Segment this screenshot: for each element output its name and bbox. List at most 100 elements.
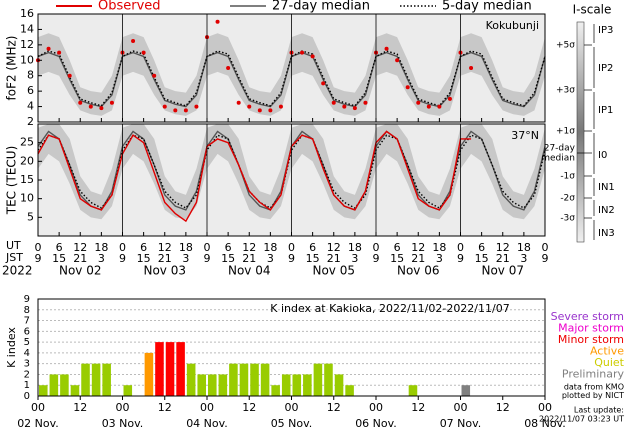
k-bar xyxy=(260,363,270,396)
x-tick-label: 12 xyxy=(496,401,510,414)
iscale-title: I-scale xyxy=(573,3,612,17)
observed-dot xyxy=(426,104,431,109)
iscale-class: IN1 xyxy=(598,182,615,193)
k-bar xyxy=(239,363,249,396)
ut-tick-label: 0 xyxy=(457,241,464,254)
ut-tick-label: 0 xyxy=(373,241,380,254)
observed-dot xyxy=(57,50,62,55)
observed-dot xyxy=(469,66,474,70)
ut-tick-label: 6 xyxy=(478,241,485,254)
year-label: 2022 xyxy=(2,264,33,278)
ut-tick-label: 6 xyxy=(394,241,401,254)
observed-dot xyxy=(99,106,104,111)
date-label: Nov 02 xyxy=(59,264,102,278)
date-label: 08 Nov. xyxy=(524,417,566,430)
observed-dot xyxy=(278,104,283,109)
k-bar xyxy=(123,385,133,396)
ut-tick-label: 18 xyxy=(432,241,446,254)
ut-tick-label: 0 xyxy=(35,241,42,254)
jst-tick-label: 15 xyxy=(390,252,404,265)
ut-tick-label: 0 xyxy=(119,241,126,254)
observed-dot xyxy=(215,19,220,24)
y-tick-label: 25 xyxy=(20,136,34,149)
observed-dot xyxy=(141,50,146,55)
k-bar xyxy=(208,374,217,396)
y-tick-label: 8 xyxy=(24,305,30,316)
iscale-level: +5σ xyxy=(556,41,575,51)
observed-dot xyxy=(363,100,368,105)
jst-tick-label: 9 xyxy=(35,252,42,265)
ut-tick-label: 12 xyxy=(411,241,425,254)
y-tick-label: 20 xyxy=(20,154,34,167)
jst-tick-label: 3 xyxy=(351,252,358,265)
iscale-class: IP2 xyxy=(598,63,613,74)
iscale-level: +3σ xyxy=(556,86,575,96)
iscale-level: +1σ xyxy=(556,127,575,137)
iscale-class: IP1 xyxy=(598,105,613,116)
y-tick-label: 6 xyxy=(27,84,34,97)
jst-tick-label: 21 xyxy=(242,252,256,265)
jst-tick-label: 9 xyxy=(457,252,464,265)
date-label: 06 Nov. xyxy=(355,417,397,430)
iscale-median: 27-day xyxy=(544,144,576,154)
y-tick-label: 1 xyxy=(24,380,30,391)
observed-dot xyxy=(67,73,72,78)
ut-tick-label: 0 xyxy=(204,241,211,254)
observed-dot xyxy=(405,85,410,90)
jst-tick-label: 21 xyxy=(411,252,425,265)
iscale-class: I0 xyxy=(598,150,607,161)
legend-label: Active xyxy=(590,345,624,358)
note: plotted by NICT xyxy=(562,391,624,400)
date-label: Nov 07 xyxy=(481,264,524,278)
observed-dot xyxy=(342,104,347,109)
x-tick-label: 12 xyxy=(242,401,256,414)
observed-dot xyxy=(88,104,93,109)
observed-dot xyxy=(173,108,178,113)
legend-label: Observed xyxy=(98,0,161,14)
k-bar xyxy=(39,385,48,396)
k-bar xyxy=(49,374,59,396)
ut-tick-label: 6 xyxy=(225,241,232,254)
k-bar xyxy=(155,342,164,396)
date-label: 05 Nov. xyxy=(271,417,313,430)
observed-dot xyxy=(447,96,452,101)
observed-dot xyxy=(78,100,83,105)
k-bar xyxy=(144,352,154,396)
observed-dot xyxy=(331,100,336,105)
observed-dot xyxy=(384,46,389,51)
ut-tick-label: 18 xyxy=(94,241,108,254)
y-tick-label: 16 xyxy=(20,7,34,20)
observed-dot xyxy=(162,104,167,109)
x-tick-label: 00 xyxy=(538,401,552,414)
jst-tick-label: 15 xyxy=(306,252,320,265)
x-tick-label: 00 xyxy=(31,401,45,414)
x-tick-label: 00 xyxy=(285,401,299,414)
iscale-bar xyxy=(576,21,585,243)
k-bar xyxy=(250,363,259,396)
observed-dot xyxy=(437,104,442,109)
jst-tick-label: 9 xyxy=(119,252,126,265)
iscale-median: median xyxy=(541,154,575,164)
panel: 2 4 6 8 10 12 14 16 foF2 (MHz) Kokubunji xyxy=(5,7,546,128)
k-bar xyxy=(461,385,471,396)
observed-dot xyxy=(395,58,400,63)
observed-dot xyxy=(131,39,136,43)
jst-label: JST xyxy=(5,251,23,264)
y-axis-label: K index xyxy=(5,327,18,368)
x-tick-label: 12 xyxy=(327,401,341,414)
jst-tick-label: 3 xyxy=(182,252,189,265)
iscale-class: IN3 xyxy=(598,228,615,239)
observed-dot xyxy=(416,100,421,105)
legend-label: Quiet xyxy=(594,356,624,369)
x-tick-label: 12 xyxy=(73,401,87,414)
date-label: Nov 05 xyxy=(312,264,355,278)
iscale-level: -2σ xyxy=(560,194,575,204)
k-bar xyxy=(91,363,101,396)
update-note: Last update: xyxy=(574,406,624,415)
y-tick-label: 10 xyxy=(20,53,34,66)
ut-tick-label: 18 xyxy=(348,241,362,254)
y-tick-label: 4 xyxy=(24,348,30,359)
